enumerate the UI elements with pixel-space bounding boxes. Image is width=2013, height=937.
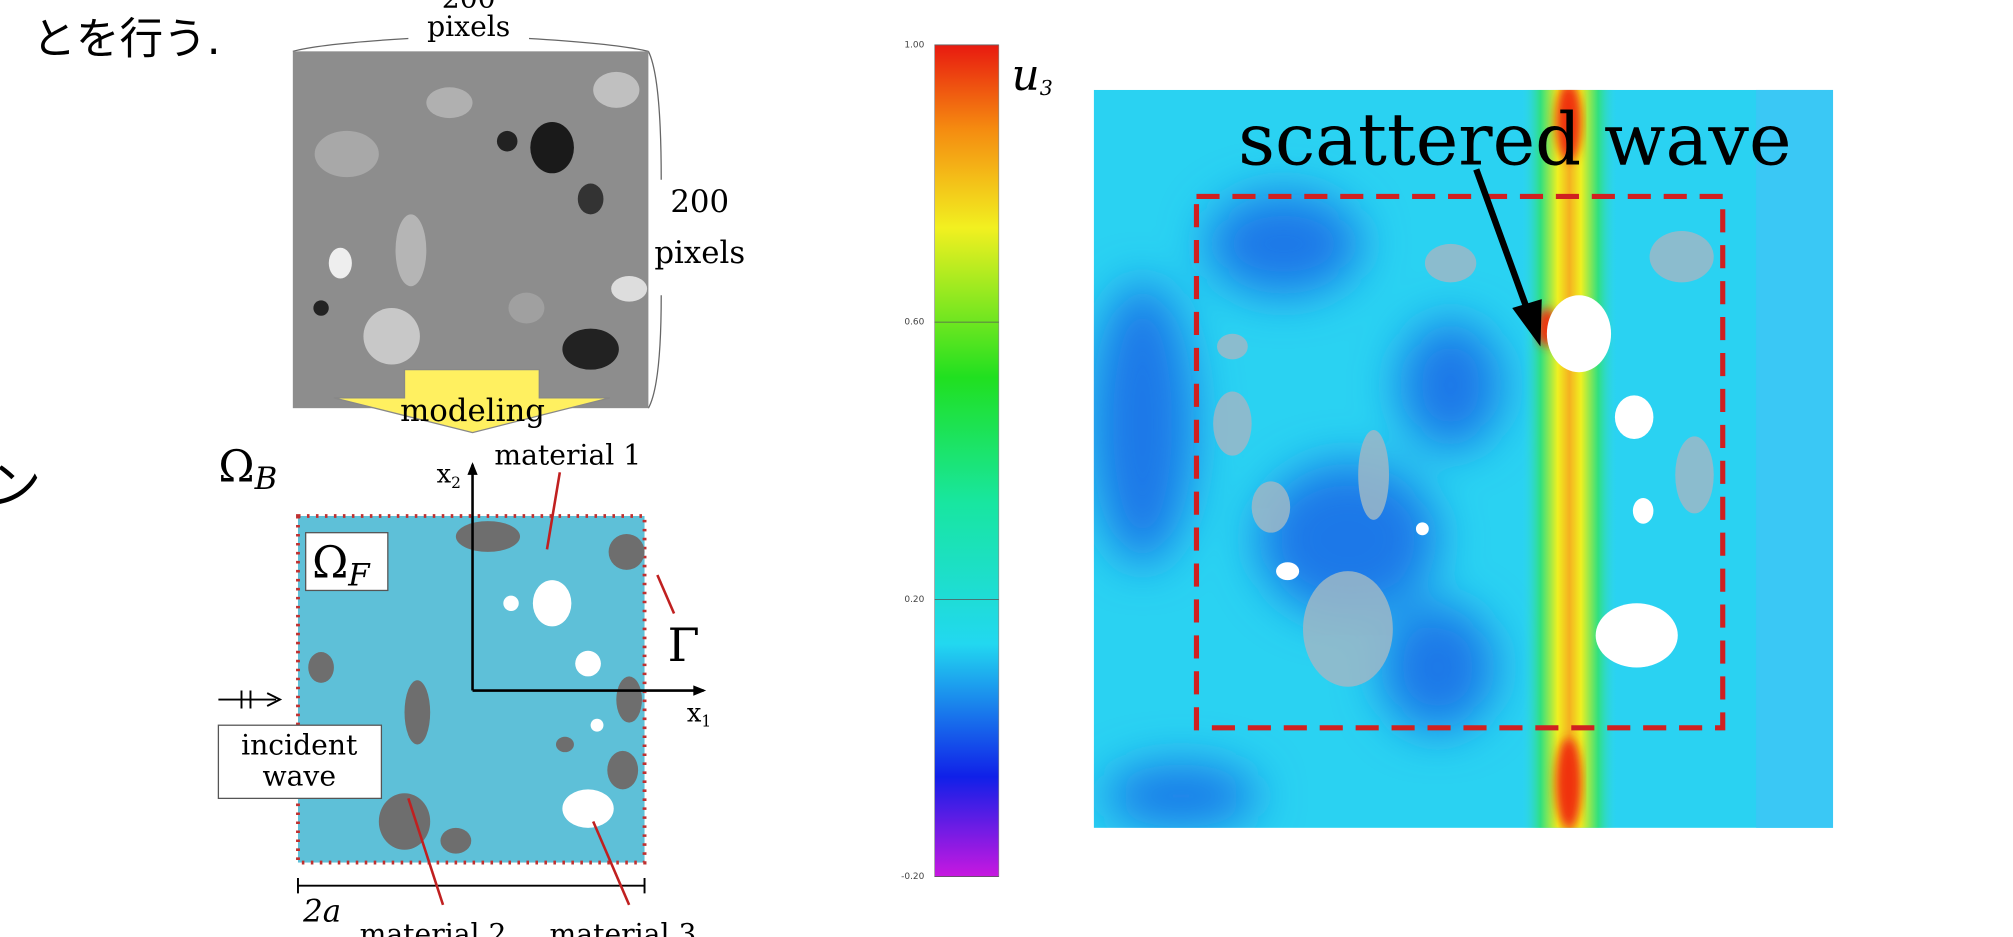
pointer [657, 575, 674, 614]
subscript: 1 [701, 712, 711, 730]
incident-arrow [218, 691, 280, 709]
material-label: material 3 [550, 917, 697, 937]
incident-label: incident [241, 729, 358, 762]
arrowhead [693, 685, 706, 695]
subscript: 3 [1040, 76, 1053, 100]
tick-label: 0.20 [904, 595, 924, 605]
heading-fragment: とを行う. [32, 14, 220, 65]
length-label: 2a [302, 894, 341, 930]
omega-b: ΩB [218, 441, 277, 497]
cut-character: ン [0, 456, 41, 516]
material-label: material 2 [360, 917, 507, 937]
colorbar-gradient [935, 45, 999, 877]
gamma: Γ [668, 618, 700, 672]
length-bar [298, 878, 645, 893]
symbol: x [437, 460, 452, 490]
colorbar: 1.00 0.60 0.20 -0.20 [901, 40, 999, 882]
symbol: Ω [218, 441, 254, 492]
subscript: F [347, 557, 371, 593]
material-label: material 1 [494, 439, 641, 472]
symbol: x [687, 698, 702, 728]
annotation: scattered wave [1238, 97, 1791, 181]
symbol: u [1012, 50, 1040, 101]
brace [648, 51, 661, 408]
tick-label: 1.00 [904, 40, 924, 50]
tick-label: 0.60 [904, 318, 924, 328]
arrow-label: modeling [400, 393, 545, 429]
size-unit: pixels [654, 235, 745, 271]
colorbar-label: u3 [1012, 50, 1053, 101]
arrowhead [467, 462, 477, 475]
incident-label: wave [262, 760, 336, 793]
symbol: Ω [312, 538, 348, 589]
subscript: 2 [451, 474, 461, 492]
subscript: B [254, 461, 278, 497]
x1-label: x1 [687, 698, 711, 730]
size-count: 200 [670, 184, 729, 220]
slide: とを行う. ン 200 pixels 200 pixels modeling Ω… [0, 0, 2013, 937]
size-unit: pixels [427, 10, 510, 43]
x2-label: x2 [437, 460, 461, 492]
tick-label: -0.20 [901, 872, 924, 882]
